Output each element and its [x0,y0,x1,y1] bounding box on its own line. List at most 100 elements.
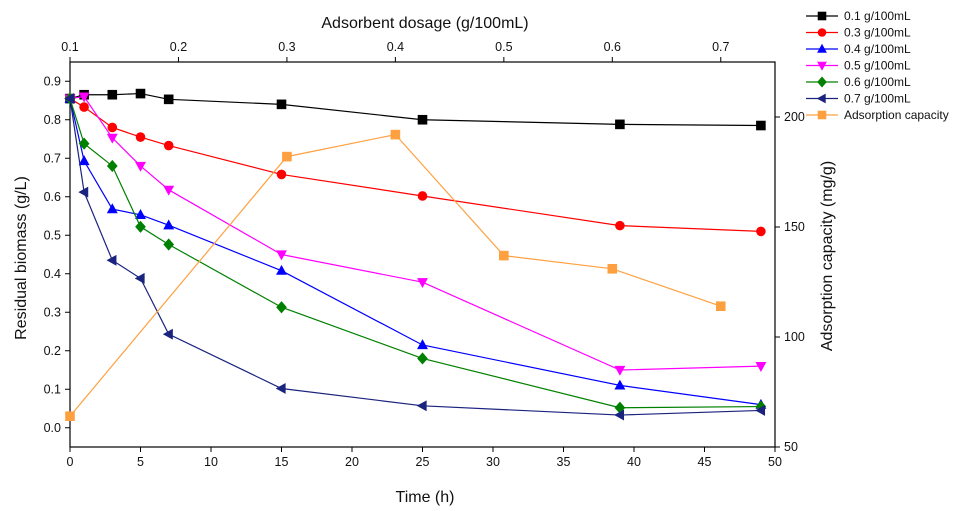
data-point [416,400,427,412]
legend-label: Adsorption capacity [844,108,949,122]
y-left-tick-label: 0.1 [44,382,61,396]
y-left-tick-label: 0.9 [44,74,61,88]
legend-marker [817,61,827,71]
y-right-tick-label: 100 [784,330,805,344]
data-point [275,383,286,394]
legend-entry: 0.1 g/100mL [806,9,911,23]
series-line [69,98,761,406]
y-left-tick-label: 0.6 [44,190,61,204]
y-left-tick-label: 0.7 [44,151,61,165]
legend-marker [817,11,827,21]
legend-entry: Adsorption capacity [806,108,949,122]
legend-label: 0.7 g/100mL [844,92,911,106]
series-1 [65,88,766,131]
legend-entry: 0.5 g/100mL [806,59,911,73]
y-left-tick-label: 0.5 [44,228,61,242]
x-top-tick-label: 0.1 [61,40,78,54]
legend-label: 0.1 g/100mL [844,9,911,23]
series-line [69,92,761,127]
x-bottom-tick-label: 20 [345,455,359,469]
x-top-tick-label: 0.5 [495,40,512,54]
data-point [135,220,146,233]
y-left-tick-label: 0.3 [44,305,61,319]
data-point [756,226,766,237]
data-point [756,120,766,131]
y-left-tick-label: 0.4 [44,267,61,281]
legend-entry: 0.4 g/100mL [806,42,911,56]
data-point [135,132,146,142]
data-point [135,209,146,219]
data-point [276,264,287,275]
legend-marker [817,76,827,88]
data-point [755,362,767,372]
legend-entry: 0.6 g/100mL [806,75,911,89]
data-point [417,352,428,365]
data-point [163,219,175,230]
data-point [755,404,766,416]
x-top-tick-label: 0.2 [170,40,187,54]
x-top-tick-label: 0.4 [387,40,404,54]
x-bottom-tick-label: 15 [275,455,289,469]
legend-label: 0.6 g/100mL [844,75,911,89]
data-point [163,94,174,105]
legend-entry: 0.3 g/100mL [806,26,911,40]
x-bottom-tick-label: 45 [698,455,712,469]
data-point [162,328,173,340]
data-point [106,254,117,266]
data-point [417,114,428,125]
data-point [390,129,401,140]
x-top-tick-label: 0.3 [278,40,295,54]
x-top-tick-label: 0.6 [604,40,621,54]
data-point [106,159,118,173]
data-point [107,122,118,133]
legend-marker [817,28,827,37]
data-point [614,379,626,390]
series-line [69,98,761,416]
series-3 [64,92,767,409]
data-point [135,88,146,99]
data-point [78,155,90,166]
y-right-axis-title: Adsorption capacity (mg/g) [819,161,836,351]
data-point [106,203,118,214]
data-point [276,250,287,261]
data-point [106,133,118,144]
data-point [163,238,175,251]
data-point [615,119,625,130]
data-point [79,102,89,112]
data-point [614,409,625,421]
x-top-axis-title: Adsorbent dosage (g/100mL) [321,15,528,32]
series-7 [65,129,726,422]
y-right-tick-label: 50 [784,440,798,454]
legend: 0.1 g/100mL 0.3 g/100mL 0.4 g/100mL 0.5 g/1… [806,9,949,122]
y-right-tick-label: 150 [784,220,805,234]
series-6 [64,93,766,421]
legend-marker [817,43,827,53]
data-point [163,185,175,196]
data-point [607,263,618,274]
data-point [78,186,89,198]
data-point [163,140,174,151]
data-point [417,191,428,201]
x-bottom-tick-label: 0 [67,455,74,469]
data-point [615,220,625,231]
data-point [715,301,726,312]
legend-label: 0.3 g/100mL [844,26,911,40]
data-point [135,161,146,172]
data-point [614,365,626,376]
data-point [107,89,118,100]
series-2 [65,93,766,237]
y-left-axis-title: Residual biomass (g/L) [13,176,30,340]
x-bottom-tick-label: 40 [627,455,641,469]
data-point [276,301,287,314]
x-bottom-tick-label: 50 [768,455,782,469]
x-bottom-tick-label: 25 [416,455,430,469]
y-right-tick-label: 200 [784,110,805,124]
data-point [282,151,292,162]
data-point [276,99,287,110]
x-top-tick-label: 0.7 [712,40,729,54]
legend-marker [816,93,826,104]
legend-label: 0.5 g/100mL [844,59,911,73]
data-point [417,339,428,350]
data-point [134,272,145,284]
x-bottom-tick-label: 10 [204,455,218,469]
